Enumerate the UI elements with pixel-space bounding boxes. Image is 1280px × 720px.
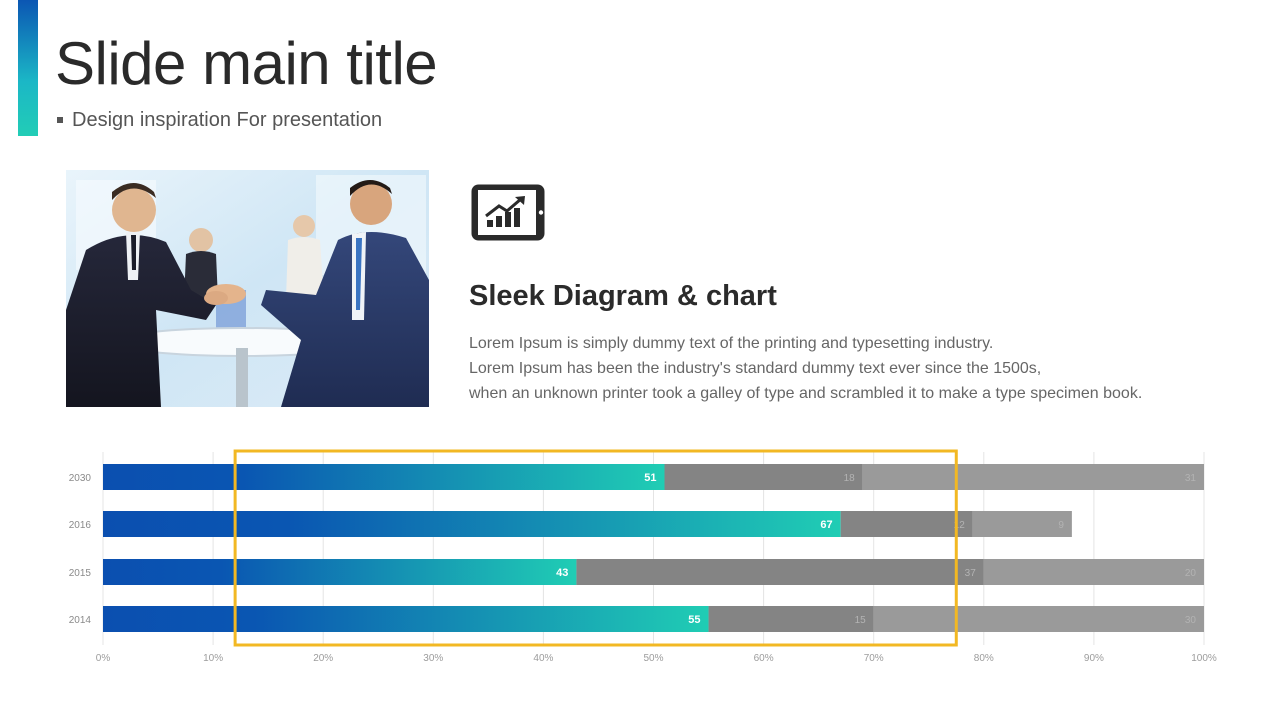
bar-segment	[862, 464, 1204, 490]
x-tick-label: 0%	[96, 653, 111, 664]
data-label: 43	[556, 567, 568, 579]
x-tick-label: 20%	[313, 653, 333, 664]
chart-svg: 0% 10% 20% 30% 40% 50% 60% 70% 80% 90% 100%2030 51 1…	[69, 449, 1217, 664]
bar-segment	[708, 606, 874, 632]
bar-segment	[873, 606, 1204, 632]
slide-title: Slide main title	[55, 30, 438, 97]
bar-segment	[103, 606, 709, 632]
data-label: 67	[820, 519, 832, 531]
x-tick-label: 60%	[754, 653, 774, 664]
y-category-label: 2014	[69, 615, 92, 626]
x-tick-label: 10%	[203, 653, 223, 664]
paragraph-line: when an unknown printer took a galley of…	[469, 385, 1143, 402]
x-tick-label: 80%	[974, 653, 994, 664]
x-tick-label: 100%	[1191, 653, 1217, 664]
x-tick-label: 30%	[423, 653, 443, 664]
data-label: 30	[1185, 615, 1197, 626]
y-category-label: 2016	[69, 520, 92, 531]
y-category-label: 2015	[69, 568, 92, 579]
bar-segment	[576, 559, 984, 585]
title-accent-bar	[18, 0, 38, 136]
subtitle-row: Design inspiration For presentation	[57, 108, 382, 132]
bar-segment	[103, 511, 841, 537]
x-tick-label: 40%	[533, 653, 553, 664]
data-label: 55	[688, 614, 700, 626]
data-label: 18	[844, 473, 856, 484]
highlight-box	[233, 449, 958, 647]
data-label: 15	[855, 615, 867, 626]
data-label: 31	[1185, 473, 1197, 484]
x-tick-label: 90%	[1084, 653, 1104, 664]
data-label: 9	[1058, 520, 1064, 531]
y-category-label: 2030	[69, 473, 92, 484]
bar-segment	[664, 464, 863, 490]
bar-segment	[103, 559, 577, 585]
feature-paragraph: Lorem Ipsum is simply dummy text of the …	[469, 331, 1142, 406]
tablet-growth-chart-icon	[469, 182, 547, 243]
business-handshake-photo	[66, 170, 429, 407]
paragraph-line: Lorem Ipsum has been the industry's stan…	[469, 360, 1042, 377]
paragraph-line: Lorem Ipsum is simply dummy text of the …	[469, 335, 994, 352]
data-label: 20	[1185, 568, 1197, 579]
stacked-bar-chart: 0% 10% 20% 30% 40% 50% 60% 70% 80% 90% 100% 2030 51 1…	[0, 440, 1280, 680]
data-label: 37	[965, 568, 977, 579]
bar-segment	[840, 511, 973, 537]
feature-heading: Sleek Diagram & chart	[469, 280, 777, 312]
bar-segment	[983, 559, 1204, 585]
bar-segment	[103, 464, 665, 490]
slide-subtitle: Design inspiration For presentation	[72, 108, 383, 131]
data-label: 51	[644, 472, 656, 484]
x-tick-label: 70%	[864, 653, 884, 664]
data-label: 12	[954, 520, 966, 531]
x-tick-label: 50%	[643, 653, 663, 664]
bar-segment	[972, 511, 1072, 537]
bullet-icon	[57, 117, 63, 123]
